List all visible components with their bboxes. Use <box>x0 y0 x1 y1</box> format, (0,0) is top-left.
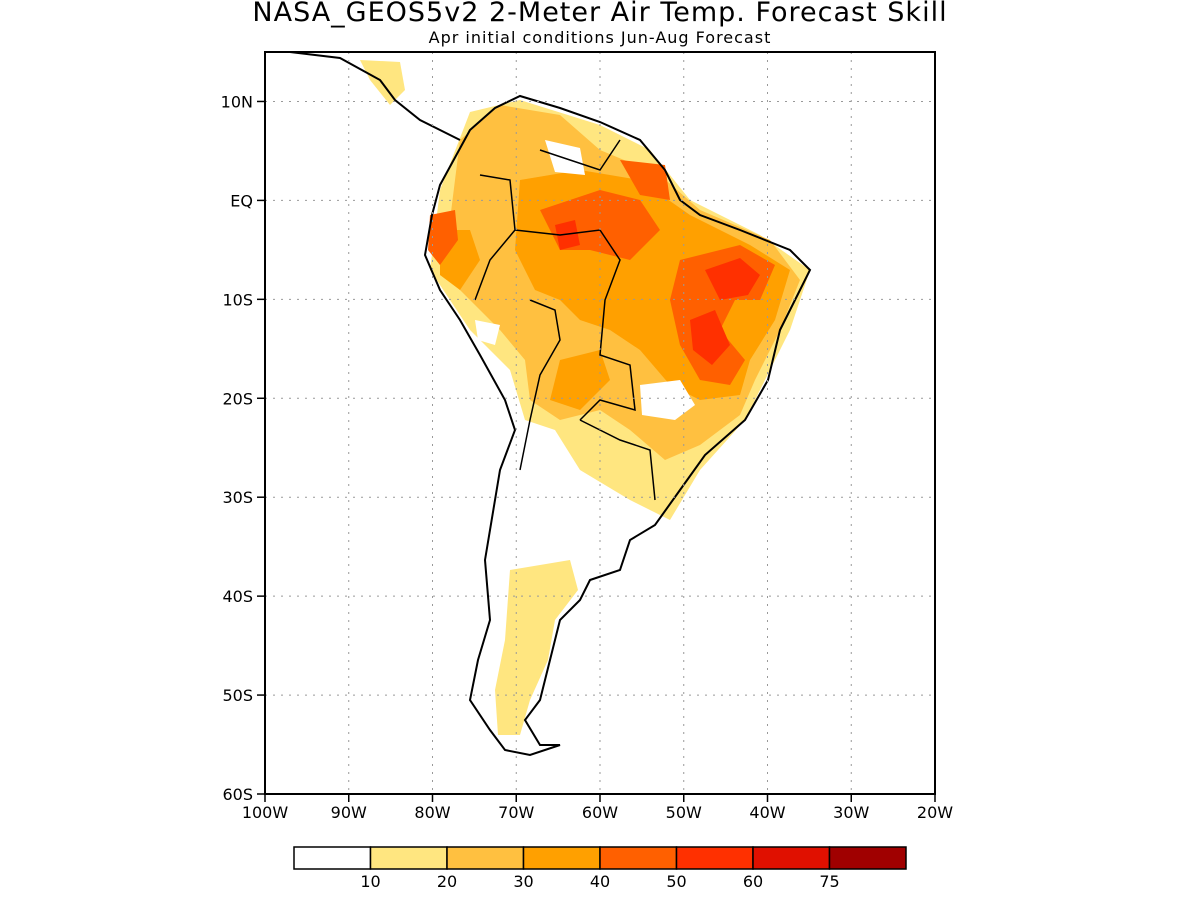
lat-tick-label: 40S <box>222 587 253 606</box>
south-america-coastline <box>423 94 812 757</box>
lon-tick-label: 80W <box>414 803 450 822</box>
legend-swatch <box>522 846 601 870</box>
legend-label: 20 <box>437 872 457 891</box>
lat-tick-label: 60S <box>222 785 253 804</box>
skill-region <box>545 140 585 175</box>
lon-tick-label: 20W <box>917 803 953 822</box>
legend-swatch <box>752 846 831 870</box>
legend-swatch <box>828 846 907 870</box>
central-america-coastline <box>289 52 461 141</box>
skill-region <box>690 310 730 365</box>
skill-region <box>428 210 458 265</box>
skill-region <box>640 380 695 420</box>
lon-tick-label: 100W <box>242 803 289 822</box>
map-title: NASA_GEOS5v2 2-Meter Air Temp. Forecast … <box>252 0 948 28</box>
legend-swatch <box>293 846 372 870</box>
legend-label: 30 <box>513 872 533 891</box>
lat-tick-label: 10S <box>222 290 253 309</box>
lat-tick-label: 10N <box>221 92 253 111</box>
country-border <box>514 229 636 421</box>
lat-tick-label: 20S <box>222 389 253 408</box>
legend-label: 10 <box>360 872 380 891</box>
legend-swatch <box>599 846 678 870</box>
skill-region <box>550 350 610 410</box>
country-border <box>539 139 621 171</box>
lon-tick-label: 90W <box>331 803 367 822</box>
map-subtitle: Apr initial conditions Jun-Aug Forecast <box>428 28 772 47</box>
legend-swatch <box>446 846 525 870</box>
skill-region <box>705 258 760 300</box>
lon-tick-label: 50W <box>666 803 702 822</box>
coastline-layer <box>289 52 812 757</box>
legend-swatch <box>369 846 448 870</box>
skill-region <box>475 320 500 345</box>
lon-tick-label: 60W <box>582 803 618 822</box>
legend-label: 50 <box>666 872 686 891</box>
legend-label: 60 <box>743 872 763 891</box>
lat-tick-label: EQ <box>230 191 253 210</box>
lon-tick-label: 30W <box>833 803 869 822</box>
lat-tick-label: 50S <box>222 686 253 705</box>
legend-label: 40 <box>590 872 610 891</box>
skill-region <box>495 560 578 735</box>
country-border <box>519 299 561 471</box>
lon-tick-label: 40W <box>749 803 785 822</box>
color-legend: 10 20 30 40 50 60 75 <box>293 846 907 891</box>
lon-tick-label: 70W <box>498 803 534 822</box>
legend-swatch <box>675 846 754 870</box>
lat-tick-label: 30S <box>222 488 253 507</box>
legend-label: 75 <box>819 872 839 891</box>
skill-region <box>620 160 670 200</box>
skill-shading-layer <box>360 60 810 735</box>
skill-region <box>555 220 580 250</box>
